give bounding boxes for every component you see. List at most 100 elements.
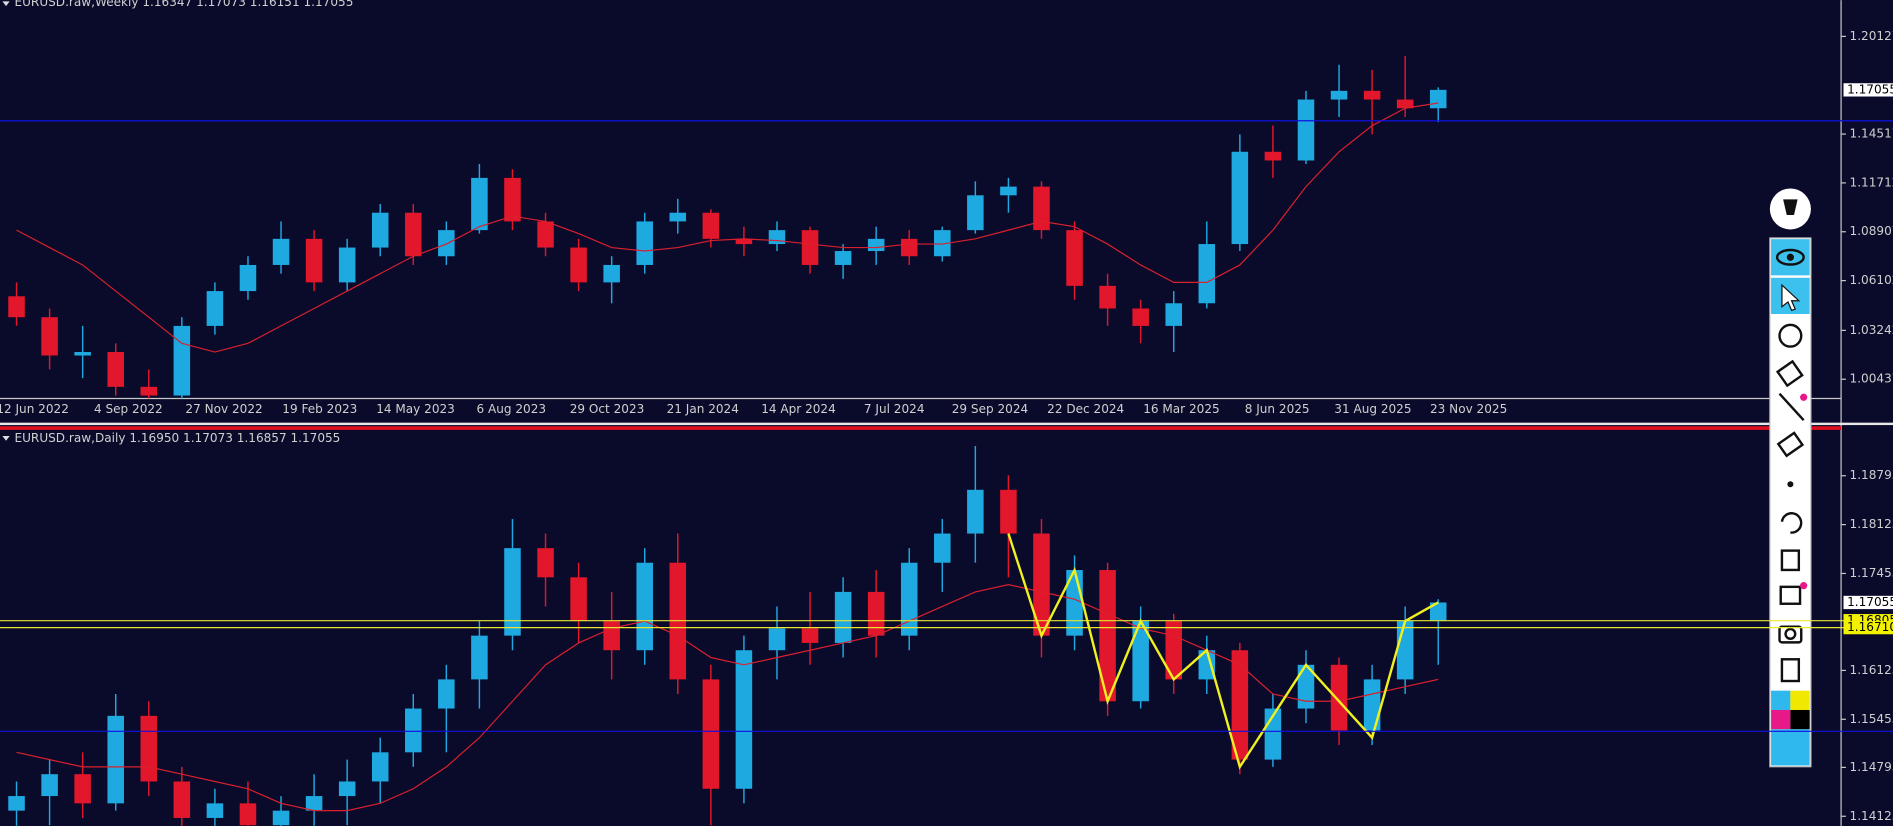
pane-separator-red xyxy=(0,426,1842,430)
candle-body xyxy=(305,238,323,283)
candle-body xyxy=(1429,602,1447,622)
ruler-tool[interactable] xyxy=(1775,359,1804,388)
x-tick-label: 21 Jan 2024 xyxy=(667,402,739,416)
candle-body xyxy=(173,781,191,818)
candle-body xyxy=(272,810,290,826)
x-tick-label: 16 Mar 2025 xyxy=(1143,402,1219,416)
moving-average xyxy=(16,102,1439,353)
candle-body xyxy=(934,533,951,563)
candle-body xyxy=(735,238,753,245)
y-tick-label: 1.14793 xyxy=(1850,760,1893,774)
candle-body xyxy=(1033,186,1050,231)
candle-body xyxy=(867,591,885,636)
pen-icon xyxy=(1783,199,1798,216)
candle-body xyxy=(206,803,224,818)
color-swatch[interactable] xyxy=(1771,729,1810,766)
candle-body xyxy=(107,352,124,387)
tool-badge xyxy=(1800,393,1808,401)
candle-body xyxy=(371,212,389,248)
candle-body xyxy=(1165,621,1182,680)
camera-lens xyxy=(1784,627,1797,640)
delete-tool[interactable] xyxy=(1780,549,1801,572)
x-tick-label: 29 Oct 2023 xyxy=(570,402,645,416)
x-tick-label: 7 Jul 2024 xyxy=(864,402,925,416)
moving-average xyxy=(16,583,1439,812)
candle-body xyxy=(1000,489,1017,534)
x-tick-label: 4 Sep 2022 xyxy=(94,402,163,416)
candle-body xyxy=(471,177,488,231)
undo-tool[interactable] xyxy=(1780,512,1803,534)
candle-body xyxy=(537,548,554,578)
x-tick-label: 8 Jun 2025 xyxy=(1245,402,1310,416)
candle-body xyxy=(140,715,158,782)
price-label-box xyxy=(1843,83,1893,97)
price-label: 1.17055 xyxy=(1847,595,1893,609)
candle-body xyxy=(669,212,687,222)
eye-pupil xyxy=(1786,253,1795,261)
candle-body xyxy=(8,296,25,318)
candle-body xyxy=(636,221,653,265)
candle-body xyxy=(173,325,191,396)
candle-body xyxy=(405,212,422,257)
line-tool[interactable] xyxy=(1778,392,1805,422)
color-swatch[interactable] xyxy=(1771,709,1791,730)
candle-body xyxy=(768,230,786,245)
candle-body xyxy=(1198,650,1216,680)
y-tick-label: 1.08907 xyxy=(1850,224,1893,238)
candle-body xyxy=(900,562,918,636)
screenshot-tool[interactable] xyxy=(1778,625,1803,644)
eraser-tool[interactable] xyxy=(1776,431,1805,458)
y-tick-label: 1.14517 xyxy=(1850,127,1893,141)
candle-body xyxy=(371,752,389,782)
candle-body xyxy=(834,591,852,643)
y-tick-label: 1.17453 xyxy=(1850,566,1893,580)
template-tool[interactable] xyxy=(1779,585,1802,605)
candle-body xyxy=(801,628,819,643)
candle-body xyxy=(239,803,257,826)
candle-body xyxy=(1264,151,1282,161)
color-swatch[interactable] xyxy=(1790,709,1810,730)
y-tick-label: 1.03242 xyxy=(1850,323,1893,337)
candle-body xyxy=(1099,570,1116,702)
x-tick-label: 19 Feb 2023 xyxy=(282,402,357,416)
candle-body xyxy=(1330,90,1348,100)
price-label-box xyxy=(1843,595,1893,610)
magnet-tool[interactable] xyxy=(1778,323,1803,348)
candle-body xyxy=(603,621,620,651)
candle-body xyxy=(438,679,455,709)
candle-body xyxy=(1099,285,1116,309)
candle-body xyxy=(405,708,422,753)
candle-body xyxy=(967,195,984,231)
candle-body xyxy=(834,251,852,265)
collapse-icon[interactable] xyxy=(2,435,10,441)
candle-body xyxy=(867,238,885,252)
notes-tool[interactable] xyxy=(1780,658,1801,683)
x-tick-label: 12 Jun 2022 xyxy=(0,402,69,416)
candle-body xyxy=(735,650,753,789)
color-swatch[interactable] xyxy=(1771,690,1791,710)
y-tick-label: 1.16123 xyxy=(1850,663,1893,677)
x-tick-label: 23 Nov 2025 xyxy=(1430,402,1507,416)
candle-body xyxy=(272,238,290,265)
candle-body xyxy=(1297,99,1315,161)
pane-separator xyxy=(0,422,1893,426)
zigzag-drawing xyxy=(1007,533,1439,770)
candle-body xyxy=(140,386,158,396)
price-label: 1.16710 xyxy=(1847,620,1893,634)
x-tick-label: 6 Aug 2023 xyxy=(476,402,546,416)
x-tick-label: 27 Nov 2022 xyxy=(185,402,262,416)
collapse-icon[interactable] xyxy=(2,1,10,7)
dot-tool[interactable] xyxy=(1787,481,1794,488)
color-swatch[interactable] xyxy=(1790,690,1810,710)
candle-body xyxy=(1363,90,1381,100)
candle-body xyxy=(1363,679,1381,731)
candle-body xyxy=(934,230,951,257)
candle-body xyxy=(41,317,58,356)
tool-badge xyxy=(1800,582,1808,590)
x-tick-label: 14 May 2023 xyxy=(376,402,455,416)
candle-body xyxy=(967,489,984,534)
x-tick-label: 14 Apr 2024 xyxy=(761,402,836,416)
candle-body xyxy=(239,264,257,292)
